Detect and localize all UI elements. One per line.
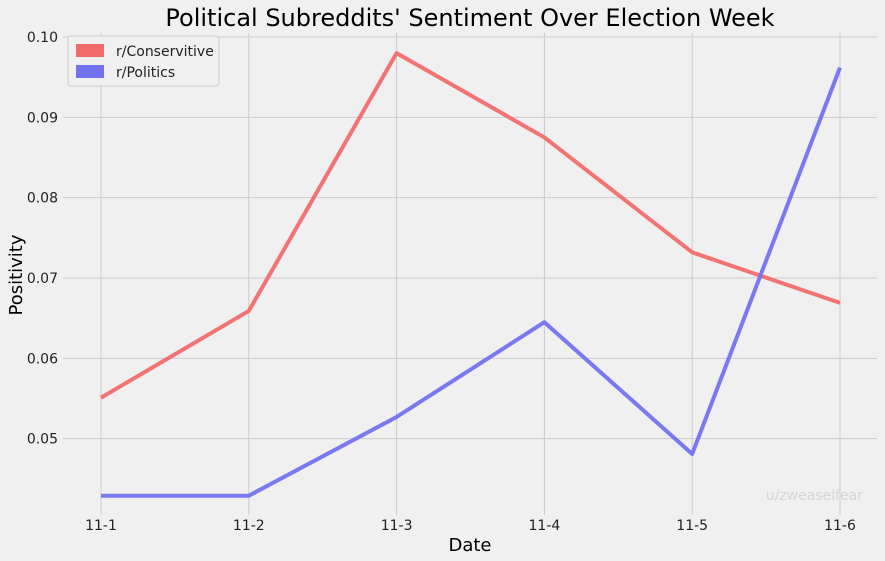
series-line-0 (99, 51, 841, 400)
y-tick-labels: 0.05 0.06 0.07 0.08 0.09 0.10 (27, 30, 58, 448)
x-tick-label: 11-3 (381, 518, 413, 534)
series-layer (99, 51, 842, 498)
x-tick-label: 11-6 (824, 518, 856, 534)
y-tick-label: 0.09 (27, 110, 58, 126)
legend-label: r/Politics (116, 65, 175, 81)
legend-label: r/Conservitive (116, 44, 214, 60)
y-tick-label: 0.07 (27, 271, 58, 287)
y-axis-label: Positivity (6, 234, 27, 315)
legend-swatch (76, 44, 104, 57)
x-tick-label: 11-5 (676, 518, 708, 534)
x-tick-label: 11-1 (85, 518, 117, 534)
x-tick-label: 11-4 (529, 518, 561, 534)
y-tick-label: 0.08 (27, 191, 58, 207)
chart-title: Political Subreddits' Sentiment Over Ele… (165, 4, 774, 32)
x-tick-labels: 11-1 11-2 11-3 11-4 11-5 11-6 (85, 518, 856, 534)
y-tick-label: 0.05 (27, 432, 58, 448)
watermark: u/zweaselfear (766, 488, 863, 504)
x-tick-label: 11-2 (233, 518, 265, 534)
y-tick-label: 0.10 (27, 30, 58, 46)
y-tick-label: 0.06 (27, 351, 58, 367)
x-axis-label: Date (448, 535, 491, 556)
legend-swatch (76, 65, 104, 78)
legend: r/Conservitive r/Politics (67, 35, 220, 87)
legend-frame (67, 35, 220, 87)
series-line-1 (101, 66, 842, 498)
